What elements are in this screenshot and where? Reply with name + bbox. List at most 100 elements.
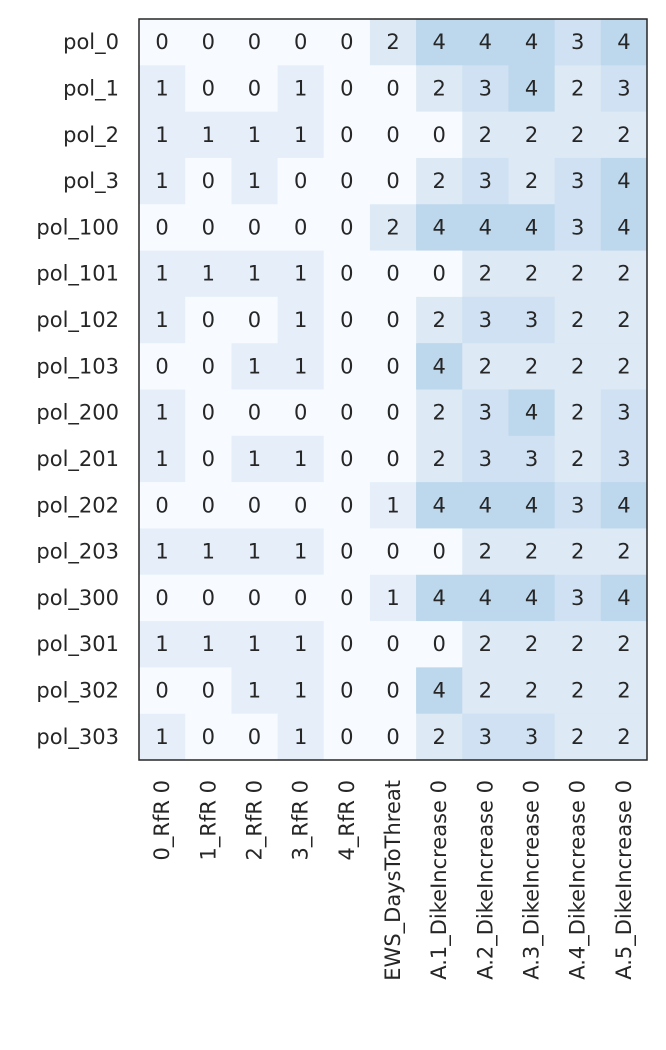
heatmap-cell [323, 65, 371, 113]
heatmap-cell [554, 250, 602, 298]
heatmap-cell [277, 157, 325, 205]
heatmap-cell [231, 621, 279, 668]
heatmap-cell [277, 389, 325, 437]
heatmap-cell [462, 204, 509, 252]
cell-value-label: 0 [248, 76, 261, 100]
cell-value-label: 3 [479, 725, 492, 749]
cell-value-label: 4 [432, 215, 445, 239]
cell-value-label: 2 [617, 679, 630, 703]
heatmap-cell [139, 574, 186, 622]
cell-value-label: 0 [386, 447, 399, 471]
cell-value-label: 2 [479, 632, 492, 656]
heatmap-cell [462, 157, 509, 205]
heatmap-cell [231, 65, 279, 113]
cell-value-label: 2 [571, 262, 584, 286]
heatmap-cell [508, 389, 556, 437]
heatmap-cell [600, 713, 648, 761]
cell-value-label: 1 [294, 123, 307, 147]
heatmap-cell [231, 204, 279, 252]
heatmap-cell [416, 574, 463, 622]
cell-value-label: 1 [294, 725, 307, 749]
heatmap-cell [554, 19, 602, 66]
cell-value-label: 0 [386, 262, 399, 286]
cell-value-label: 1 [294, 354, 307, 378]
row-tick-label: pol_3 [63, 169, 119, 194]
heatmap-cell [508, 713, 556, 761]
heatmap-cell [462, 713, 509, 761]
heatmap-cell [231, 111, 279, 159]
heatmap-cell [185, 204, 232, 252]
cell-value-label: 0 [248, 401, 261, 425]
cell-value-label: 0 [386, 123, 399, 147]
heatmap-cell [231, 296, 279, 344]
heatmap-cell [416, 296, 463, 344]
cell-value-label: 3 [617, 447, 630, 471]
heatmap-cell [139, 111, 186, 159]
heatmap-cell [508, 435, 556, 483]
cell-value-label: 0 [340, 215, 353, 239]
heatmap-cell [416, 435, 463, 483]
heatmap-cell [416, 621, 463, 668]
cell-value-label: 0 [248, 586, 261, 610]
heatmap-cell [554, 65, 602, 113]
cell-value-label: 0 [340, 76, 353, 100]
heatmap-cell [369, 343, 417, 390]
heatmap-cell [369, 435, 417, 483]
cell-value-label: 0 [340, 354, 353, 378]
heatmap-cell [554, 528, 602, 576]
cell-value-label: 0 [340, 586, 353, 610]
heatmap-cell [231, 713, 279, 761]
column-tick-label: A.5_DikeIncrease 0 [612, 780, 637, 980]
heatmap-cell [508, 667, 556, 715]
cell-value-label: 2 [386, 30, 399, 54]
heatmap-cell [600, 574, 648, 622]
cell-value-label: 0 [340, 540, 353, 564]
cell-value-label: 0 [202, 30, 215, 54]
cell-value-label: 2 [571, 679, 584, 703]
cell-value-label: 2 [386, 215, 399, 239]
cell-value-label: 4 [617, 493, 630, 517]
row-tick-label: pol_102 [36, 308, 119, 333]
cell-value-label: 0 [294, 586, 307, 610]
cell-value-label: 2 [617, 308, 630, 332]
heatmap-cell [185, 19, 232, 66]
heatmap-cell [185, 435, 232, 483]
cell-value-label: 1 [294, 540, 307, 564]
heatmap-cell [139, 389, 186, 437]
column-tick-label: 4_RfR 0 [335, 780, 360, 860]
cell-value-label: 0 [432, 123, 445, 147]
heatmap-cell [277, 574, 325, 622]
cell-value-label: 2 [432, 169, 445, 193]
heatmap-cell [185, 389, 232, 437]
heatmap-cell [231, 343, 279, 390]
heatmap-cell [185, 250, 232, 298]
cell-value-label: 0 [202, 215, 215, 239]
cell-value-label: 1 [155, 401, 168, 425]
heatmap-cell [600, 482, 648, 529]
cell-value-label: 1 [248, 169, 261, 193]
cell-value-label: 0 [340, 262, 353, 286]
cell-value-label: 3 [617, 401, 630, 425]
cell-value-label: 0 [248, 308, 261, 332]
cell-value-label: 2 [571, 308, 584, 332]
heatmap-cell [369, 65, 417, 113]
cell-value-label: 1 [294, 632, 307, 656]
cell-value-label: 1 [248, 123, 261, 147]
cell-value-label: 0 [155, 354, 168, 378]
cell-value-label: 3 [479, 169, 492, 193]
cell-value-label: 0 [155, 493, 168, 517]
row-tick-label: pol_203 [36, 540, 119, 565]
heatmap-cell [369, 204, 417, 252]
cell-value-label: 1 [155, 632, 168, 656]
heatmap-cell [369, 111, 417, 159]
cell-value-label: 0 [340, 725, 353, 749]
cell-value-label: 4 [432, 679, 445, 703]
heatmap-cell [231, 389, 279, 437]
heatmap-cell [323, 667, 371, 715]
heatmap-cell [554, 621, 602, 668]
heatmap-cell [508, 343, 556, 390]
heatmap-cell [323, 713, 371, 761]
heatmap-cell [462, 621, 509, 668]
cell-value-label: 0 [386, 169, 399, 193]
heatmap-cell [277, 482, 325, 529]
